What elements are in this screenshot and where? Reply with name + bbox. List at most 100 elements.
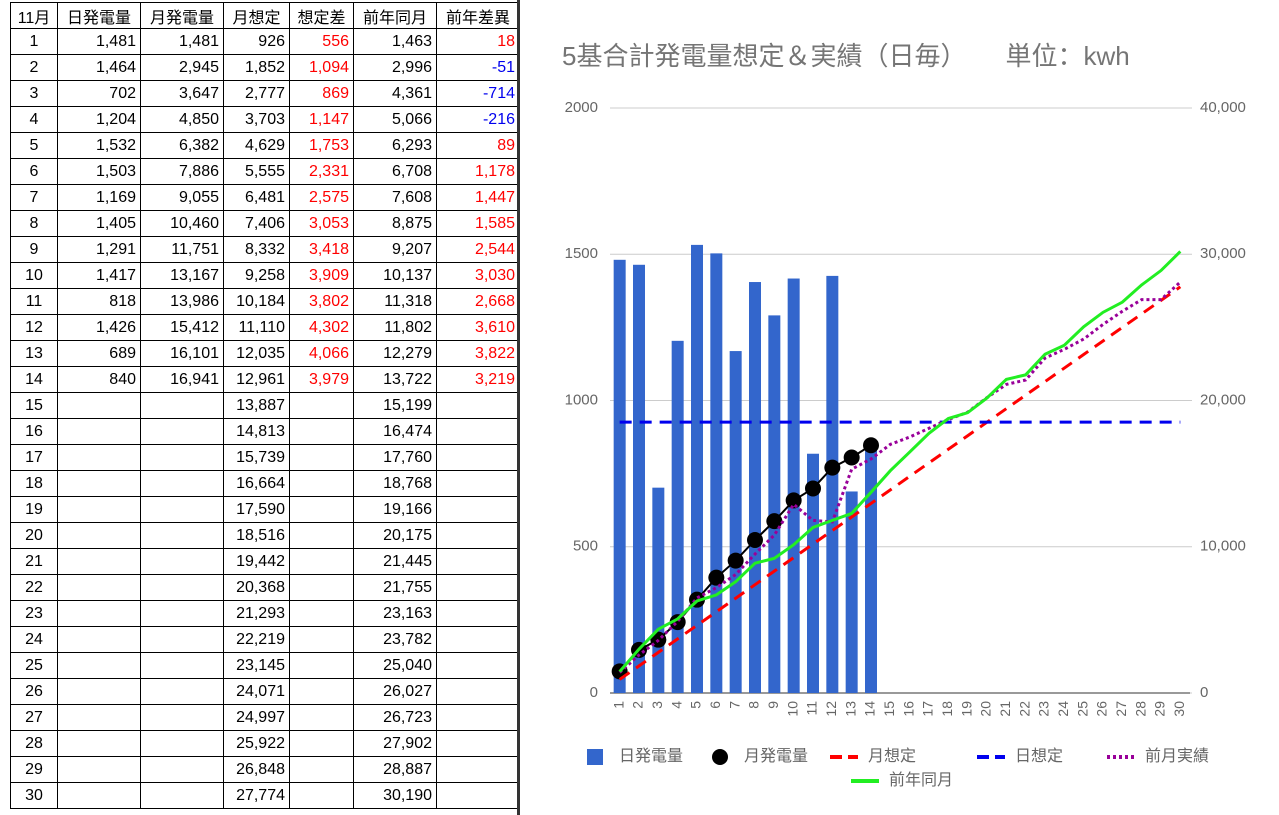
y2-tick-label: 10,000 — [1200, 538, 1246, 555]
table-cell: 18,516 — [223, 522, 290, 549]
legend-label: 前月実績 — [1145, 747, 1209, 765]
table-cell: 1,426 — [57, 314, 141, 341]
table-cell: 12,961 — [223, 366, 290, 393]
table-row: 12 1,426 15,412 11,110 4,302 11,802 3,610 — [10, 314, 520, 341]
table-cell: 16,664 — [223, 470, 290, 497]
table-cell: 26,723 — [353, 704, 437, 731]
table-cell: 28,887 — [353, 756, 437, 783]
table-cell: 21,755 — [353, 574, 437, 601]
table-cell: 30,190 — [353, 782, 437, 809]
table-cell — [436, 444, 520, 471]
table-cell: 13,167 — [140, 262, 224, 289]
table-row: 13 689 16,101 12,035 4,066 12,279 3,822 — [10, 340, 520, 367]
marker — [669, 614, 686, 631]
line — [618, 280, 1182, 674]
legend-label: 前年同月 — [889, 771, 953, 789]
table-cell: 4,629 — [223, 132, 290, 159]
table-cell — [436, 470, 520, 497]
marker — [843, 449, 860, 466]
table-cell — [289, 756, 354, 783]
table-cell: 13,986 — [140, 288, 224, 315]
table-cell — [436, 574, 520, 601]
table-cell: 4,066 — [289, 340, 354, 367]
table-row: 25 23,145 25,040 — [10, 652, 520, 679]
table-row: 19 17,590 19,166 — [10, 496, 520, 523]
table-row: 1 1,481 1,481 926 556 1,463 18 — [10, 28, 520, 55]
x-tick-label: 28 — [1132, 701, 1148, 717]
table-cell — [140, 756, 224, 783]
y2-tick-label: 0 — [1200, 684, 1208, 701]
y2-tick-label: 40,000 — [1200, 99, 1246, 116]
data-table: 11月 日発電量 月発電量 月想定 想定差 前年同月 前年差異 1 1,481 1,481 926 5… — [10, 2, 520, 809]
table-cell: 12,279 — [353, 340, 437, 367]
x-tick-label: 4 — [668, 701, 684, 709]
bar — [845, 491, 858, 693]
table-cell: 26 — [10, 678, 58, 705]
table-cell — [57, 782, 141, 809]
table-cell — [140, 652, 224, 679]
marker — [611, 663, 628, 680]
table-cell — [140, 704, 224, 731]
legend-item: 月想定 — [830, 747, 916, 765]
table-row: 29 26,848 28,887 — [10, 756, 520, 783]
table-cell: 15,739 — [223, 444, 290, 471]
table-cell: 23,782 — [353, 626, 437, 653]
x-tick-label: 8 — [746, 701, 762, 709]
table-cell: 1,852 — [223, 54, 290, 81]
table-cell: 3,909 — [289, 262, 354, 289]
table-cell: 26,027 — [353, 678, 437, 705]
table-cell — [436, 652, 520, 679]
table-cell: 1,417 — [57, 262, 141, 289]
table-cell: 14,813 — [223, 418, 290, 445]
table-cell: 21,293 — [223, 600, 290, 627]
table-cell — [57, 574, 141, 601]
marker — [863, 437, 879, 454]
table-cell: 13 — [10, 340, 58, 367]
table-cell: 1,532 — [57, 132, 141, 159]
table-cell: 前年同月 — [353, 2, 437, 29]
table-cell: 5,066 — [353, 106, 437, 133]
table-cell: 25,040 — [353, 652, 437, 679]
table-row: 7 1,169 9,055 6,481 2,575 7,608 1,447 — [10, 184, 520, 211]
table-cell: 14 — [10, 366, 58, 393]
table-cell: 89 — [436, 132, 520, 159]
table-cell: 11 — [10, 288, 58, 315]
table-cell: 16,941 — [140, 366, 224, 393]
table-cell: 1,147 — [289, 106, 354, 133]
table-cell: 1,169 — [57, 184, 141, 211]
table-cell: 日発電量 — [57, 2, 141, 29]
table-cell: 10,184 — [223, 288, 290, 315]
table-cell — [140, 548, 224, 575]
x-tick-label: 23 — [1036, 701, 1052, 717]
table-cell: 2,945 — [140, 54, 224, 81]
table-cell — [436, 626, 520, 653]
table-cell: 7,886 — [140, 158, 224, 185]
table-cell — [436, 600, 520, 627]
table-cell: 1 — [10, 28, 58, 55]
table-cell — [436, 392, 520, 419]
table-cell: 1,503 — [57, 158, 141, 185]
table-cell: 1,447 — [436, 184, 520, 211]
table-cell — [140, 782, 224, 809]
marker — [766, 513, 783, 530]
x-tick-label: 26 — [1094, 701, 1110, 717]
x-tick-label: 2 — [630, 701, 646, 709]
table-row: 27 24,997 26,723 — [10, 704, 520, 731]
y-tick-label: 0 — [590, 684, 598, 701]
table-cell — [140, 730, 224, 757]
y-tick-label: 1000 — [565, 391, 598, 408]
table-cell: 16,474 — [353, 418, 437, 445]
table-cell — [140, 574, 224, 601]
table-cell: 21 — [10, 548, 58, 575]
table-cell: 869 — [289, 80, 354, 107]
table-row: 2 1,464 2,945 1,852 1,094 2,996 -51 — [10, 54, 520, 81]
legend-label: 月発電量 — [744, 747, 808, 765]
table-cell: 2,575 — [289, 184, 354, 211]
table-cell: 3,979 — [289, 366, 354, 393]
table-cell — [57, 496, 141, 523]
table-cell: 11,751 — [140, 236, 224, 263]
table-cell — [57, 626, 141, 653]
table-cell — [57, 730, 141, 757]
x-tick-label: 11 — [804, 701, 820, 716]
table-cell: 3,610 — [436, 314, 520, 341]
